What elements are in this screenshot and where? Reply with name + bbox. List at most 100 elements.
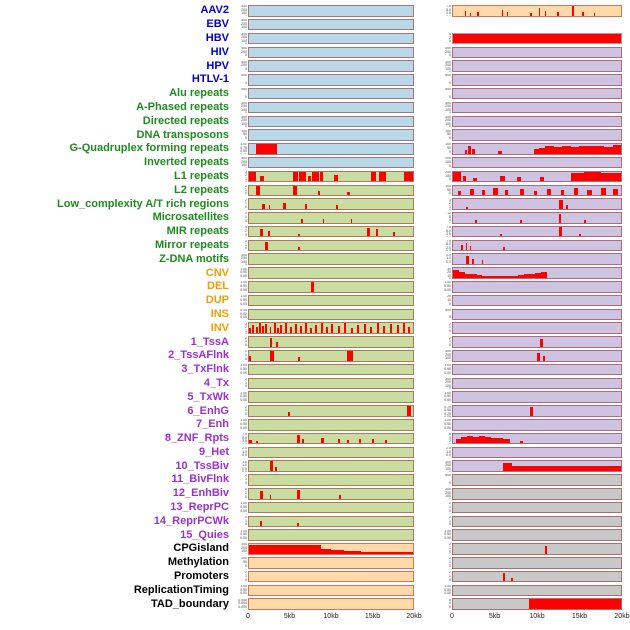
track-plot-right-11-bivflnk xyxy=(452,474,622,486)
track-row-9-het: 9_Het 2.0 1.0 0.0 2.0 1.0 0.0 xyxy=(0,446,630,460)
track-label-htlv-1: HTLV-1 xyxy=(191,73,229,86)
data-bar xyxy=(517,275,524,278)
data-bar xyxy=(477,12,479,16)
data-bar xyxy=(269,351,274,361)
data-bar xyxy=(335,204,339,209)
y-tick-label: 300 xyxy=(241,253,247,257)
y-tick-label: 1 xyxy=(245,339,247,344)
y-axis-ticks-right: 1.00 0.50 0.00 xyxy=(432,530,452,541)
y-tick-label: 2.5 xyxy=(446,245,451,250)
data-bar xyxy=(612,189,618,195)
data-bar xyxy=(302,439,305,444)
track-plot-left-ins xyxy=(248,308,414,321)
y-tick-label: 3 xyxy=(449,198,451,202)
data-bar xyxy=(453,33,621,44)
y-axis-ticks-left: 7.55.02.50.0 xyxy=(232,433,248,444)
track-plot-left-3-txflnk xyxy=(248,363,414,376)
y-tick-label: 0.50 xyxy=(444,408,451,412)
y-tick-label: 500 xyxy=(445,88,451,92)
y-tick-label: 0 xyxy=(245,333,247,334)
y-tick-label: 0.50 xyxy=(444,422,451,427)
y-axis-ticks-left: 1.00 0.50 0.00 xyxy=(232,530,248,541)
y-tick-label: 0 xyxy=(449,278,451,279)
y-tick-label: 0 xyxy=(449,563,451,568)
data-bar xyxy=(467,435,474,444)
data-bar xyxy=(385,439,388,444)
data-bar xyxy=(595,146,605,154)
track-label-inverted-repeats: Inverted repeats xyxy=(144,156,229,169)
track-plot-right-9-het xyxy=(452,446,622,459)
data-bar xyxy=(262,326,265,333)
y-axis-ticks-right: 7.55.02.50.0 xyxy=(432,226,452,237)
y-tick-label: 0.50 xyxy=(444,366,451,371)
y-axis-ticks-right: 0.750.500.250.00 xyxy=(432,406,452,417)
y-axis-ticks-right: 1.00 0.50 0.00 xyxy=(432,281,452,292)
y-tick-label: 2 xyxy=(245,198,247,202)
y-tick-label: 0 xyxy=(449,471,451,472)
track-row-13-reprpc: 13_ReprPC 1.00 0.50 0.00 2 1 0 xyxy=(0,501,630,515)
y-tick-label: 0 xyxy=(449,388,451,389)
track-plot-right-ebv xyxy=(452,19,622,31)
track-row-l1-repeats: L1 repeats32102001000 xyxy=(0,170,630,184)
data-bar xyxy=(529,273,536,278)
data-bar xyxy=(371,171,377,182)
x-tick-label: 20kb xyxy=(406,613,422,620)
data-bar xyxy=(500,175,506,182)
data-bar xyxy=(604,146,613,154)
y-tick-label: 20 xyxy=(447,295,451,299)
track-plot-left-12-enhbiv xyxy=(248,488,414,500)
y-tick-label: 2 xyxy=(245,336,247,340)
y-tick-label: 200 xyxy=(445,49,451,54)
y-tick-label: 0 xyxy=(245,412,247,416)
y-tick-label: 0 xyxy=(245,343,247,348)
data-bar xyxy=(493,187,498,195)
track-plot-right-z-dna-motifs xyxy=(452,253,622,265)
y-tick-label: 100 xyxy=(241,259,247,264)
y-tick-label: 0.00 xyxy=(444,370,451,375)
track-label-11-bivflnk: 11_BivFlnk xyxy=(171,473,229,486)
data-bar xyxy=(298,247,300,251)
track-plot-right-14-reprpcwk xyxy=(452,515,622,528)
x-axis-right: 0 5kb 10kb 15kb 20kb xyxy=(450,613,630,625)
y-tick-label: 400 xyxy=(241,60,247,64)
y-tick-label: 1.00 xyxy=(240,584,247,588)
data-bar xyxy=(496,438,504,444)
y-tick-label: 0 xyxy=(449,498,451,499)
data-bar xyxy=(285,323,288,333)
y-tick-label: 300 xyxy=(241,32,247,36)
track-plot-right-a-phased-repeats xyxy=(452,101,622,114)
y-tick-label: 300 xyxy=(241,19,247,23)
data-bar xyxy=(558,214,562,223)
y-tick-label: 0.50 xyxy=(240,284,247,289)
data-bar xyxy=(503,438,511,444)
x-tick-label: 15kb xyxy=(571,613,588,620)
data-bar xyxy=(553,147,563,154)
y-tick-label: 2 xyxy=(245,474,247,478)
y-tick-label: 0 xyxy=(449,126,451,127)
track-label-3-txflnk: 3_TxFlnk xyxy=(181,363,229,376)
data-bar xyxy=(494,276,501,278)
track-label-hbv: HBV xyxy=(205,31,229,44)
track-plot-right-13-reprpc xyxy=(452,501,622,514)
y-axis-ticks-left: 100 50 0 xyxy=(232,130,248,141)
track-plot-left-1-tssa xyxy=(248,336,414,348)
y-axis-ticks-left: 400 200 0 xyxy=(232,61,248,72)
data-bar xyxy=(476,275,483,278)
y-tick-label: 1.00 xyxy=(444,281,451,285)
y-tick-label: 0 xyxy=(245,126,247,127)
y-tick-label: 0.0 xyxy=(446,250,451,251)
track-plot-right-aav2 xyxy=(452,5,622,17)
y-axis-ticks-left: 3002001000 xyxy=(232,116,248,127)
data-bar xyxy=(347,191,350,195)
y-axis-ticks-right: 500 0 xyxy=(432,474,452,485)
data-bar xyxy=(540,177,544,182)
data-bar xyxy=(474,220,477,223)
y-tick-label: 2 xyxy=(245,325,247,330)
y-tick-label: 100 xyxy=(241,25,247,30)
data-bar xyxy=(468,146,472,154)
